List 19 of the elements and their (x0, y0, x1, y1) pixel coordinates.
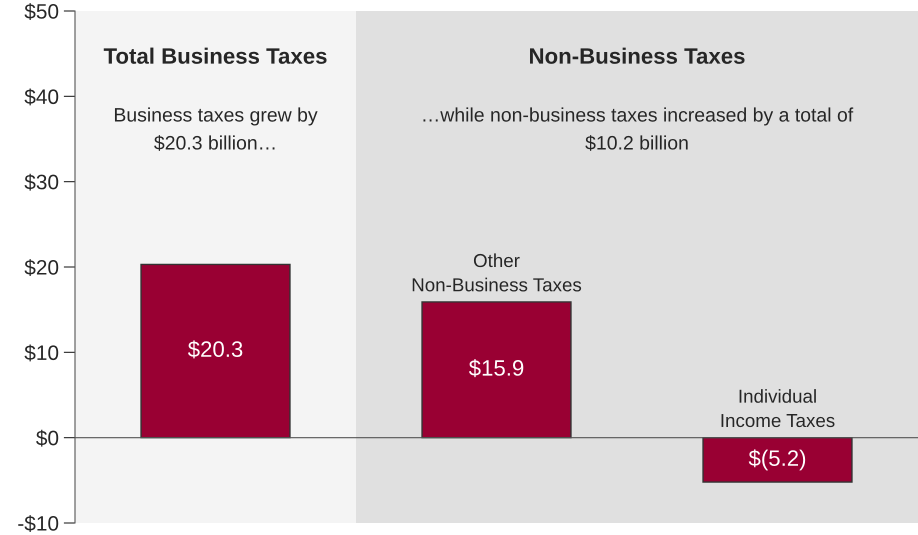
data-label: $20.3 (188, 340, 242, 358)
x-tick-label: Other Non-Business Taxes (412, 253, 582, 292)
bar (702, 436, 853, 483)
y-tick-label: $40 (24, 88, 58, 106)
y-tick-label: $0 (36, 430, 58, 447)
annotation: Non-Business Taxes (530, 48, 745, 64)
data-label: $(5.2) (748, 449, 806, 470)
x-tick-label: Individual Income Taxes (722, 389, 834, 428)
bar (421, 301, 572, 438)
y-tick-label: $50 (24, 3, 58, 20)
y-tick-label: $30 (24, 174, 58, 191)
y-tick-label: -$10 (18, 515, 58, 532)
annotation: Business taxes grew by $20.3 billion… (114, 107, 318, 151)
y-tick-label: $20 (24, 259, 58, 276)
y-tick-label: $10 (24, 344, 58, 362)
annotation: …while non-business taxes increased by a total of $10.2 billion (423, 107, 854, 151)
data-label: $15.9 (468, 359, 524, 378)
bar (140, 264, 291, 438)
annotation: Total Business Taxes (104, 48, 327, 64)
